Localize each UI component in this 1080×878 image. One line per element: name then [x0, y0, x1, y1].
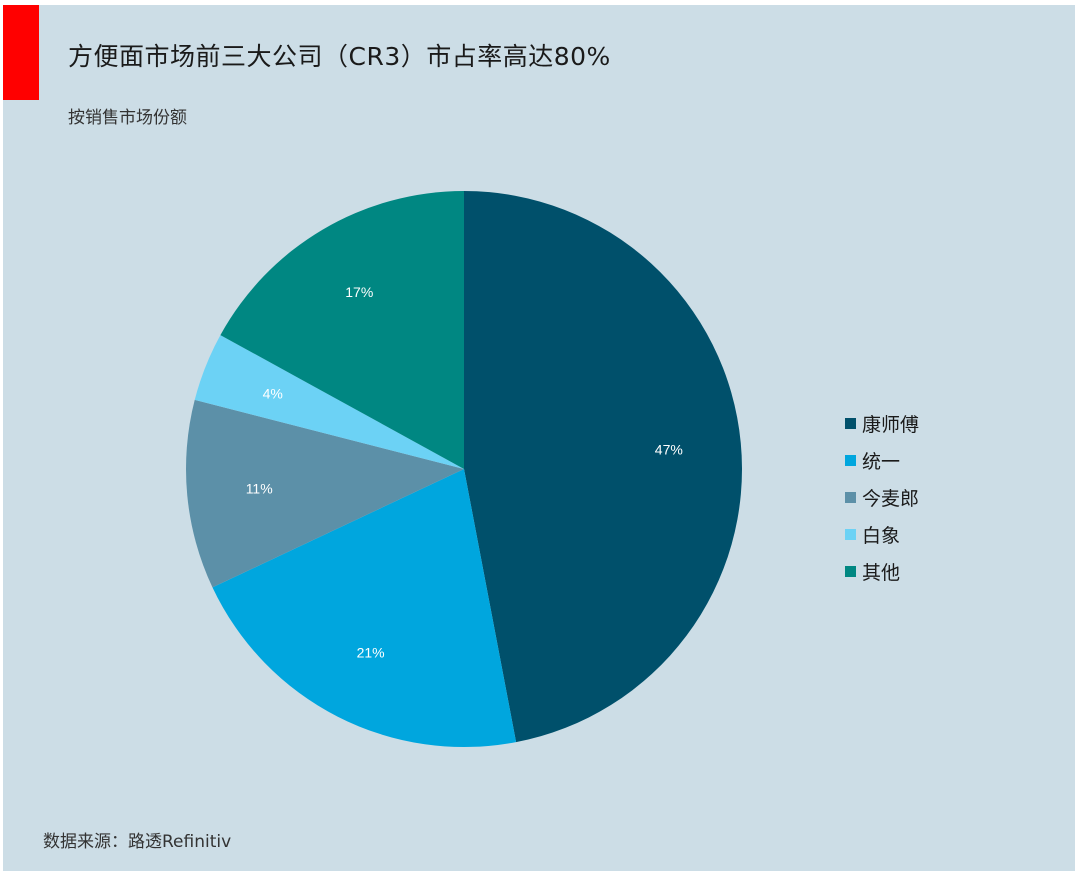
slice-label-3: 4%	[263, 385, 283, 401]
chart-title: 方便面市场前三大公司（CR3）市占率高达80%	[68, 42, 611, 71]
slice-label-4: 17%	[345, 284, 373, 300]
legend-swatch	[845, 418, 856, 429]
legend-swatch	[845, 566, 856, 577]
pie-slice-1	[212, 469, 517, 747]
legend-label: 其他	[862, 562, 901, 584]
legend: 康师傅统一今麦郎白象其他	[845, 405, 919, 590]
slice-label-2: 11%	[246, 480, 273, 496]
legend-label: 统一	[862, 451, 901, 473]
legend-item-3: 白象	[845, 516, 919, 553]
pie-slice-3	[194, 335, 464, 469]
chart-subtitle: 按销售市场份额	[68, 108, 187, 128]
legend-item-4: 其他	[845, 553, 919, 590]
accent-bar	[3, 5, 39, 100]
legend-label: 今麦郎	[862, 488, 920, 510]
legend-item-0: 康师傅	[845, 405, 919, 442]
slice-label-1: 21%	[357, 644, 385, 660]
pie-chart: 47% 21% 11% 4% 17%	[186, 191, 743, 747]
legend-label: 白象	[862, 525, 901, 547]
source-note: 数据来源：路透Refinitiv	[43, 832, 232, 852]
slice-label-0: 47%	[655, 442, 683, 458]
legend-item-1: 统一	[845, 442, 919, 479]
pie-slice-4	[220, 191, 464, 469]
legend-item-2: 今麦郎	[845, 479, 919, 516]
legend-swatch	[845, 492, 856, 503]
pie-slice-2	[186, 399, 464, 588]
pie-slice-0	[464, 191, 743, 743]
legend-swatch	[845, 455, 856, 466]
legend-label: 康师傅	[862, 414, 920, 436]
legend-swatch	[845, 529, 856, 540]
chart-panel: 方便面市场前三大公司（CR3）市占率高达80% 按销售市场份额 47% 21% 11…	[3, 5, 1075, 871]
